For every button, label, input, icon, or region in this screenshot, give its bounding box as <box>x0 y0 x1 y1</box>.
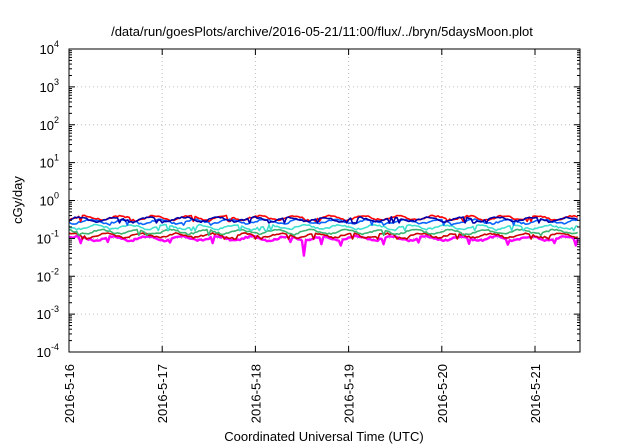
x-axis-label: Coordinated Universal Time (UTC) <box>224 429 423 444</box>
series-line <box>68 234 579 257</box>
chart-title: /data/run/goesPlots/archive/2016-05-21/1… <box>111 24 533 39</box>
y-tick-label: 10-4 <box>37 342 59 360</box>
y-tick-label: 104 <box>40 39 59 57</box>
series-group <box>68 214 579 257</box>
x-tick-label: 2016-5-21 <box>528 364 543 423</box>
series-line <box>68 223 578 232</box>
x-tick-label: 2016-5-20 <box>435 364 450 423</box>
x-tick-label: 2016-5-17 <box>155 364 170 423</box>
y-tick-label: 10-3 <box>37 304 59 322</box>
gridlines <box>69 49 580 352</box>
x-tick-label: 2016-5-19 <box>342 364 357 423</box>
series-line <box>68 218 578 226</box>
series-line <box>68 232 579 240</box>
y-tick-label: 103 <box>40 77 59 95</box>
series-line <box>68 216 578 224</box>
y-axis-label: cGy/day <box>10 176 25 224</box>
x-tick-label: 2016-5-18 <box>248 364 263 423</box>
series-line <box>68 228 578 237</box>
x-tick-label: 2016-5-16 <box>62 364 77 423</box>
y-tick-label: 10-2 <box>37 266 59 284</box>
axis-ticks: 10-4 10-3 10-2 10-1 100 101 102 103 104 2016-5-16… <box>37 39 580 423</box>
y-tick-label: 102 <box>40 115 59 133</box>
y-tick-label: 10-1 <box>37 228 59 246</box>
y-tick-label: 100 <box>40 191 59 209</box>
y-tick-label: 101 <box>40 153 59 171</box>
